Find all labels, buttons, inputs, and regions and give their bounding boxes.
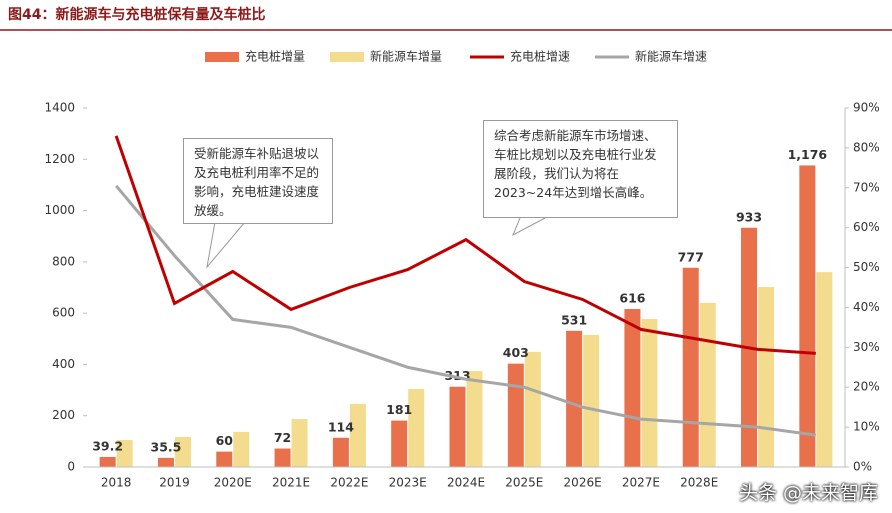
- y-tick-label: 1200: [44, 152, 75, 166]
- y-tick-label: 400: [52, 357, 75, 371]
- value-label: 114: [328, 419, 354, 434]
- bar: [291, 419, 308, 467]
- x-tick-label: 2026E: [564, 476, 602, 490]
- legend-label: 充电桩增速: [510, 49, 570, 64]
- bar: [332, 437, 349, 467]
- x-tick-label: 2022E: [330, 476, 368, 490]
- value-label: 35.5: [151, 439, 182, 454]
- x-tick-label: 2025E: [505, 476, 543, 490]
- y2-tick-label: 90%: [853, 101, 880, 115]
- annotation: 综合考虑新能源车市场增速、车桩比规划以及充电桩行业发展阶段，我们认为将在2023…: [483, 120, 678, 218]
- watermark: 头条 @未来智库: [738, 482, 878, 504]
- x-tick-label: 2020E: [214, 476, 252, 490]
- value-label: 181: [386, 402, 412, 417]
- y2-tick-label: 50%: [853, 260, 880, 274]
- bar: [583, 334, 600, 467]
- value-label: 403: [503, 345, 529, 360]
- y-tick-label: 0: [67, 460, 75, 474]
- bar: [157, 457, 174, 467]
- value-label: 39.2: [92, 438, 123, 453]
- bar: [174, 436, 191, 467]
- line-series: [114, 135, 816, 355]
- value-label: 777: [678, 249, 704, 264]
- bar: [699, 302, 716, 467]
- value-label: 1,176: [788, 147, 828, 162]
- y-tick-label: 800: [52, 254, 75, 268]
- bar: [216, 451, 233, 467]
- bar: [524, 351, 541, 467]
- bar: [816, 272, 833, 467]
- bar: [466, 371, 483, 467]
- bar: [507, 363, 524, 467]
- y-tick-label: 200: [52, 408, 75, 422]
- value-label: 60: [216, 433, 234, 448]
- bar: [391, 420, 408, 467]
- value-label: 933: [736, 209, 762, 224]
- y2-tick-label: 20%: [853, 380, 880, 394]
- legend-swatch: [330, 52, 364, 62]
- bar: [449, 386, 466, 467]
- bar: [624, 309, 641, 467]
- legend-label: 充电桩增量: [245, 49, 305, 64]
- x-tick-label: 2028E: [680, 476, 718, 490]
- value-label: 72: [274, 430, 291, 445]
- y2-tick-label: 30%: [853, 340, 880, 354]
- x-tick-label: 2023E: [389, 476, 427, 490]
- y-tick-label: 600: [52, 306, 75, 320]
- bar: [116, 440, 133, 467]
- bar: [566, 330, 583, 467]
- y2-tick-label: 0%: [853, 460, 872, 474]
- y2-tick-label: 60%: [853, 220, 880, 234]
- x-tick-label: 2024E: [447, 476, 485, 490]
- x-tick-label: 2018: [101, 476, 132, 490]
- callout-pointer: [206, 221, 246, 269]
- y-tick-label: 1000: [44, 203, 75, 217]
- x-tick-label: 2021E: [272, 476, 310, 490]
- bar: [758, 286, 775, 467]
- y-tick-label: 1400: [44, 101, 75, 115]
- chart-title: 图44：新能源车与充电桩保有量及车桩比: [8, 6, 265, 23]
- bar: [99, 456, 116, 467]
- y2-tick-label: 70%: [853, 180, 880, 194]
- bar: [682, 267, 699, 467]
- y2-tick-label: 80%: [853, 140, 880, 154]
- legend-label: 新能源车增速: [635, 49, 707, 64]
- bar: [349, 403, 366, 467]
- x-tick-label: 2019: [159, 476, 190, 490]
- value-label: 616: [619, 291, 645, 306]
- y2-tick-label: 10%: [853, 420, 880, 434]
- bar: [274, 448, 291, 467]
- annotation: 受新能源车补贴退坡以及充电桩利用率不足的影响，充电桩建设速度放缓。: [183, 138, 333, 224]
- legend-label: 新能源车增量: [370, 49, 442, 64]
- legend-swatch: [205, 52, 239, 62]
- bar: [408, 389, 425, 467]
- callout-pointer: [512, 217, 546, 237]
- bar: [233, 431, 250, 467]
- x-tick-label: 2027E: [622, 476, 660, 490]
- bar: [799, 165, 816, 467]
- line-series: [115, 184, 817, 437]
- bar: [641, 319, 658, 467]
- y2-tick-label: 40%: [853, 300, 880, 314]
- value-label: 531: [561, 312, 587, 327]
